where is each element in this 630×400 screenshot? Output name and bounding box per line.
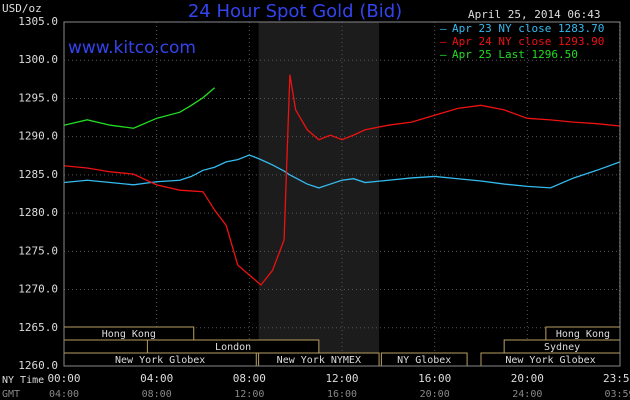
y-axis-label: USD/oz — [2, 2, 42, 15]
x2-axis-label: GMT — [2, 389, 20, 400]
x-tick-label: 04:00 — [140, 372, 173, 385]
legend-marker: — — [440, 22, 447, 35]
nymex-shade — [258, 22, 380, 366]
session-label: New York Globex — [115, 355, 205, 366]
y-tick-label: 1260.0 — [18, 359, 58, 372]
y-tick-label: 1290.0 — [18, 130, 58, 143]
legend-marker: — — [440, 35, 447, 48]
chart-title: 24 Hour Spot Gold (Bid) — [188, 1, 402, 22]
plot-frame — [63, 21, 621, 367]
y-tick-label: 1270.0 — [18, 283, 58, 296]
x2-tick-label: 12:00 — [234, 389, 264, 400]
session-label: London — [215, 342, 251, 353]
x-tick-label: 20:00 — [511, 372, 544, 385]
session-label: Hong Kong — [556, 329, 610, 340]
x-axis-label: NY Time — [2, 375, 44, 386]
legend-label: Apr 23 NY close 1283.70 — [452, 22, 604, 35]
y-tick-label: 1285.0 — [18, 168, 58, 181]
session-label: Sydney — [544, 342, 580, 353]
series-line — [63, 87, 216, 129]
session-label: NY Globex — [397, 355, 451, 366]
x-tick-label: 12:00 — [325, 372, 358, 385]
legend-marker: — — [440, 48, 447, 61]
y-tick-label: 1265.0 — [18, 321, 58, 334]
y-tick-label: 1280.0 — [18, 206, 58, 219]
session-label: New York Globex — [505, 355, 595, 366]
x2-tick-label: 04:00 — [49, 389, 79, 400]
timestamp: April 25, 2014 06:43 — [468, 8, 600, 21]
x2-tick-label: 16:00 — [327, 389, 357, 400]
x2-tick-label: 20:00 — [420, 389, 450, 400]
legend-label: Apr 25 Last 1296.50 — [452, 48, 578, 61]
y-tick-label: 1275.0 — [18, 244, 58, 257]
series-line — [63, 74, 621, 286]
x-tick-label: 08:00 — [233, 372, 266, 385]
x2-tick-label: 24:00 — [512, 389, 542, 400]
session-label: Hong Kong — [102, 329, 156, 340]
x2-tick-label: 03:59 — [604, 389, 630, 400]
watermark: www.kitco.com — [68, 38, 196, 58]
x-tick-label: 23:59 — [603, 372, 630, 385]
x-tick-label: 16:00 — [418, 372, 451, 385]
y-tick-label: 1305.0 — [18, 15, 58, 28]
x2-tick-label: 08:00 — [142, 389, 172, 400]
session-label: New York NYMEX — [277, 355, 361, 366]
series-line — [63, 154, 621, 189]
y-tick-label: 1300.0 — [18, 53, 58, 66]
legend-label: Apr 24 NY close 1293.90 — [452, 35, 604, 48]
y-tick-label: 1295.0 — [18, 91, 58, 104]
x-tick-label: 00:00 — [47, 372, 80, 385]
